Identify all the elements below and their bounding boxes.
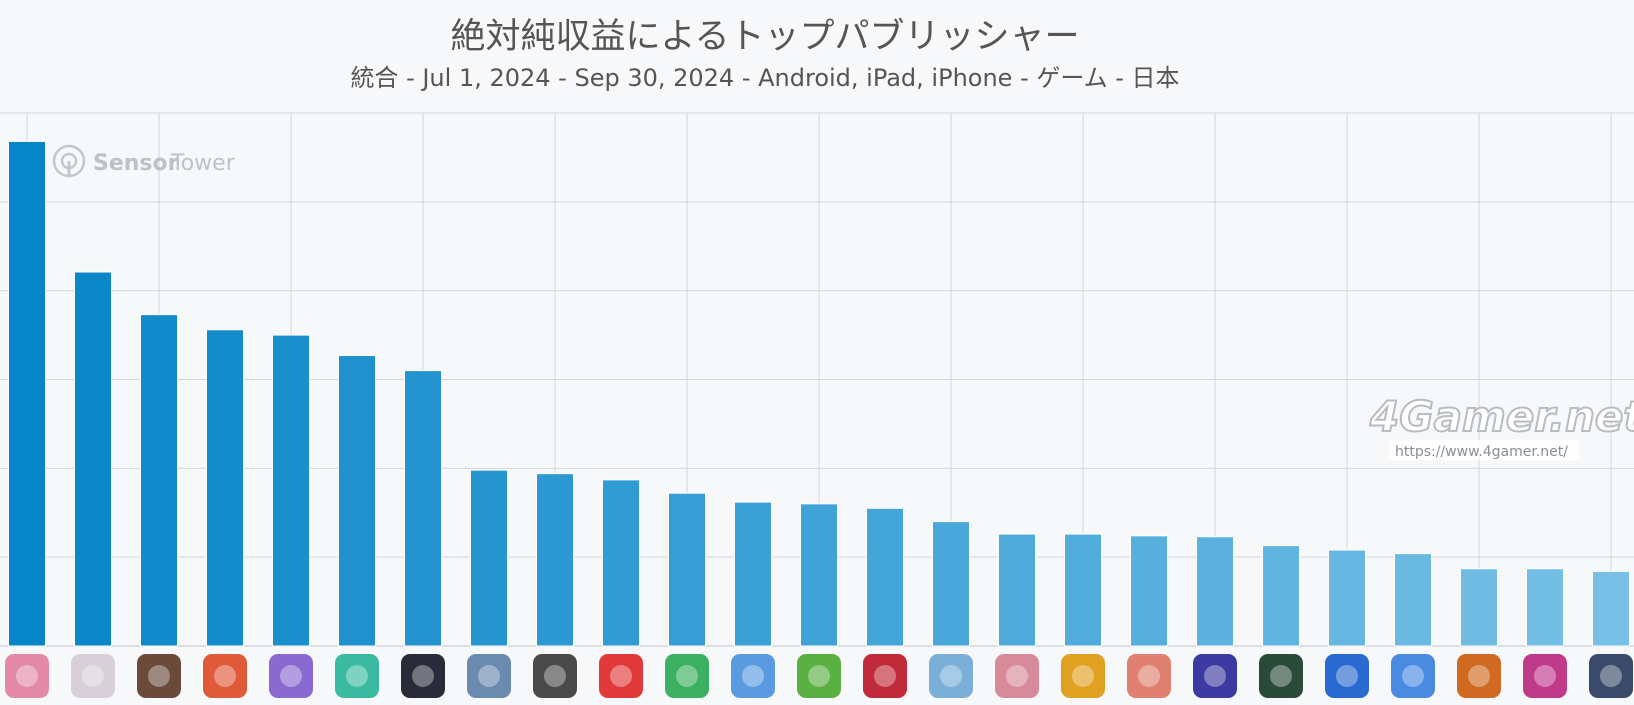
- sensor-tower-suffix: Tower: [170, 151, 236, 176]
- bars: [8, 140, 1630, 647]
- bar-21[interactable]: [1328, 549, 1366, 647]
- bar-17[interactable]: [1064, 533, 1102, 647]
- anime-duo-icon: [929, 654, 973, 698]
- bar-6[interactable]: [338, 355, 376, 647]
- anime-girl-white-hair-icon: [71, 654, 115, 698]
- bar-3[interactable]: [140, 314, 178, 647]
- idol-anime-icon: [1523, 654, 1567, 698]
- anime-girl-pink-icon: [5, 654, 49, 698]
- netmarble-icon: [1589, 654, 1633, 698]
- bar-22[interactable]: [1394, 553, 1432, 647]
- dark-fantasy-icon: [1259, 654, 1303, 698]
- bar-19[interactable]: [1196, 536, 1234, 647]
- blue-archive-icon: [467, 654, 511, 698]
- bear-puzzle-icon: [1457, 654, 1501, 698]
- bar-9[interactable]: [536, 473, 574, 647]
- anime-girl-ribbon-icon: [995, 654, 1039, 698]
- bar-23[interactable]: [1460, 568, 1498, 647]
- bar-12[interactable]: [734, 501, 772, 647]
- chart-title: 絶対純収益によるトップパブリッシャー: [450, 17, 1080, 57]
- monster-hunter-now-icon: [1193, 654, 1237, 698]
- chart-subtitle: 統合 - Jul 1, 2024 - Sep 30, 2024 - Androi…: [350, 64, 1180, 92]
- konami-baseball-icon: [137, 654, 181, 698]
- dragon-quest-walk-icon: [1325, 654, 1369, 698]
- bar-8[interactable]: [470, 469, 508, 647]
- merge-numbers-icon: [731, 654, 775, 698]
- bar-7[interactable]: [404, 370, 442, 647]
- bar-18[interactable]: [1130, 535, 1168, 647]
- bar-5[interactable]: [272, 334, 310, 647]
- puzzle-dragons-icon: [335, 654, 379, 698]
- bar-25[interactable]: [1592, 570, 1630, 647]
- 4gamer-watermark: 4Gamer.net https://www.4gamer.net/: [1368, 391, 1634, 460]
- bar-4[interactable]: [206, 329, 244, 647]
- bar-13[interactable]: [800, 503, 838, 647]
- pokemon-ball-icon: [599, 654, 643, 698]
- bar-10[interactable]: [602, 479, 640, 647]
- royal-match-icon: [1061, 654, 1105, 698]
- sensor-tower-brand: Sensor: [93, 151, 179, 176]
- monster-strike-icon: [203, 654, 247, 698]
- bar-2[interactable]: [74, 271, 112, 647]
- bar-16[interactable]: [998, 533, 1036, 647]
- publisher-icons: [5, 654, 1633, 698]
- red-dragon-icon: [863, 654, 907, 698]
- 4gamer-logo: 4Gamer.net: [1369, 392, 1634, 441]
- sensor-tower-watermark: Sensor Tower: [52, 144, 236, 178]
- shooter-soldier-icon: [533, 654, 577, 698]
- merge-numbers-5-icon: [1127, 654, 1171, 698]
- umamusume-icon: [269, 654, 313, 698]
- bar-24[interactable]: [1526, 568, 1564, 647]
- bar-20[interactable]: [1262, 545, 1300, 647]
- strategy-map-icon: [797, 654, 841, 698]
- bar-14[interactable]: [866, 507, 904, 647]
- bar-15[interactable]: [932, 521, 970, 647]
- fate-grand-order-icon: [401, 654, 445, 698]
- bar-1[interactable]: [8, 140, 46, 647]
- 4gamer-url: https://www.4gamer.net/: [1395, 444, 1568, 460]
- puzzle-characters-icon: [665, 654, 709, 698]
- bar-11[interactable]: [668, 492, 706, 647]
- merge-numbers-2-icon: [1391, 654, 1435, 698]
